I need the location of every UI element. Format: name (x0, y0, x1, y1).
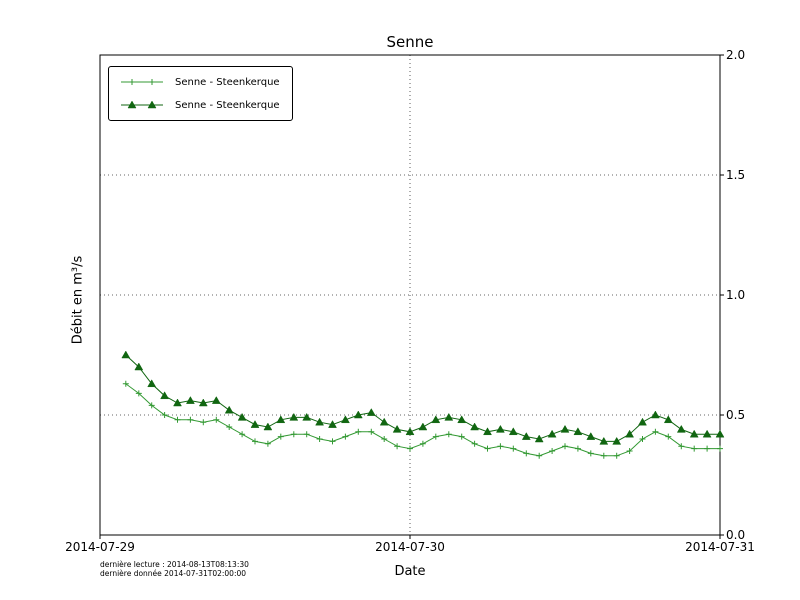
y-axis-label: Débit en m³/s (70, 255, 86, 345)
series-plus (122, 380, 723, 459)
x-tick-label: 2014-07-30 (375, 540, 445, 554)
legend: Senne - Steenkerque Senne - Steenkerque (108, 66, 293, 121)
footnote-last-reading: dernière lecture : 2014-08-13T08:13:30 (100, 560, 249, 569)
plus-markers (122, 380, 723, 459)
triangle-markers (121, 350, 725, 445)
legend-item-triangle-series: Senne - Steenkerque (119, 98, 280, 112)
y-tick-label: 0.0 (726, 528, 746, 542)
legend-item-plus-series: Senne - Steenkerque (119, 75, 280, 89)
series-triangle (121, 350, 725, 445)
x-tick-label: 2014-07-31 (685, 540, 755, 554)
plus-line-sample-icon (121, 79, 163, 85)
legend-label: Senne - Steenkerque (175, 99, 280, 111)
legend-label: Senne - Steenkerque (175, 76, 280, 88)
y-tick-label: 1.5 (726, 168, 746, 182)
triangle-line-sample-icon (121, 100, 163, 109)
y-tick-label: 1.0 (726, 288, 746, 302)
x-axis-label: Date (394, 564, 426, 579)
chart-title: Senne (386, 33, 434, 51)
x-tick-label: 2014-07-29 (65, 540, 135, 554)
y-tick-label: 2.0 (726, 48, 746, 62)
footnote-last-data: dernière donnée 2014-07-31T02:00:00 (100, 569, 247, 578)
y-tick-label: 0.5 (726, 408, 746, 422)
